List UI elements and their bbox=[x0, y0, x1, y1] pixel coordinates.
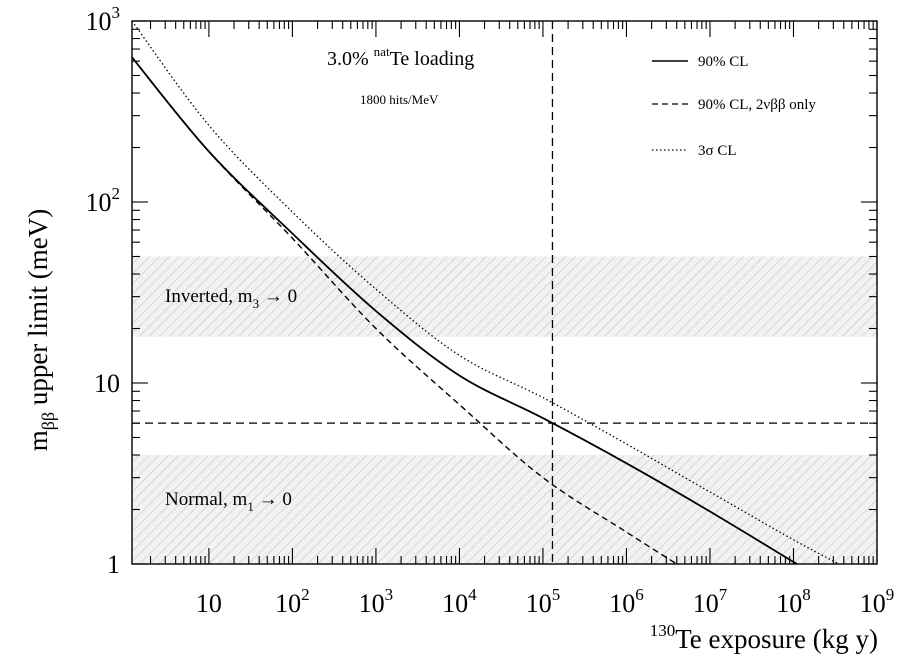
x-axis-title: 130Te exposure (kg y) bbox=[650, 621, 878, 654]
hits-annotation: 1800 hits/MeV bbox=[360, 92, 439, 107]
tick-group bbox=[132, 20, 878, 565]
x-tick-label: 108 bbox=[776, 585, 811, 618]
series-line-dashed bbox=[132, 56, 678, 564]
x-tick-label: 104 bbox=[442, 585, 477, 618]
x-tick-label: 10 bbox=[196, 589, 222, 618]
x-tick-label: 103 bbox=[359, 585, 394, 618]
reference-lines bbox=[132, 21, 877, 564]
loading-annotation: 3.0% natTe loading bbox=[327, 44, 474, 70]
y-tick-label: 103 bbox=[86, 3, 121, 36]
x-tick-label: 102 bbox=[275, 585, 310, 618]
band-inverted bbox=[132, 256, 877, 337]
legend-label-solid: 90% CL bbox=[698, 54, 748, 70]
band-normal bbox=[132, 455, 877, 564]
y-tick-label: 102 bbox=[86, 184, 121, 217]
curve-group bbox=[132, 21, 840, 564]
x-tick-label: 105 bbox=[526, 585, 561, 618]
y-tick-label: 1 bbox=[107, 550, 120, 579]
legend-label-dotted: 3σ CL bbox=[698, 143, 737, 159]
band-label-inverted: Inverted, m3 → 0 bbox=[165, 286, 297, 311]
y-axis-title: mββ upper limit (meV) bbox=[23, 209, 58, 452]
y-tick-label: 10 bbox=[94, 369, 120, 398]
band-group bbox=[132, 256, 877, 564]
legend-label-dashed: 90% CL, 2νββ only bbox=[698, 97, 816, 113]
x-tick-label: 107 bbox=[693, 585, 728, 618]
series-line-dotted bbox=[132, 21, 840, 564]
x-tick-label: 106 bbox=[609, 585, 644, 618]
band-label-normal: Normal, m1 → 0 bbox=[165, 489, 292, 514]
x-tick-label: 109 bbox=[860, 585, 895, 618]
plot-frame bbox=[131, 20, 878, 565]
legend: 90% CL 90% CL, 2νββ only 3σ CL bbox=[652, 54, 816, 159]
